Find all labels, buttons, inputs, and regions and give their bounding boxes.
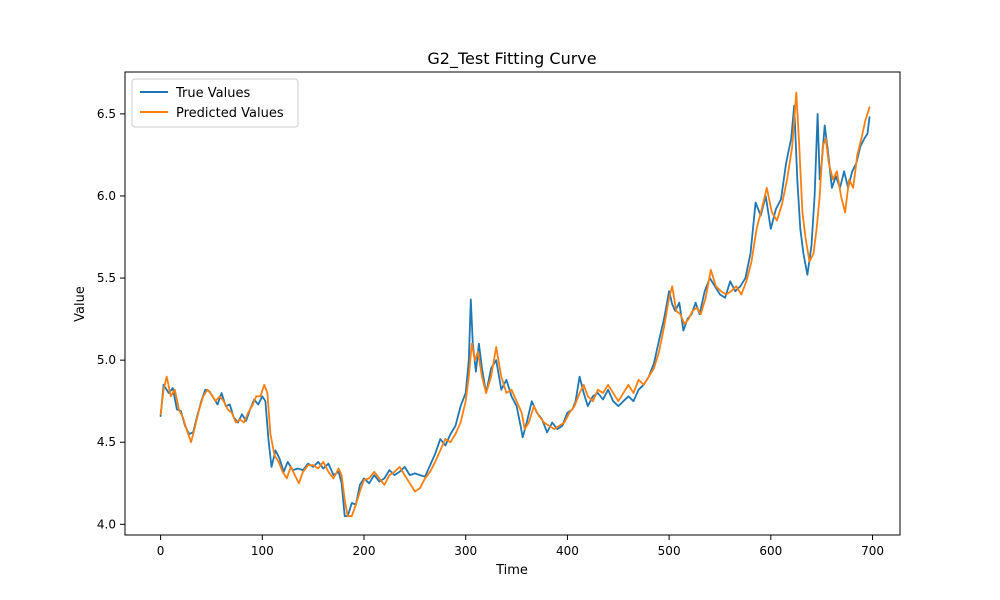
y-tick-label: 5.5 xyxy=(97,271,116,285)
legend: True Values Predicted Values xyxy=(131,78,299,128)
legend-label-predicted-values: Predicted Values xyxy=(176,106,284,121)
x-axis-title: Time xyxy=(495,563,528,578)
y-tick-label: 5.0 xyxy=(97,353,116,367)
y-axis-title: Value xyxy=(73,286,88,322)
legend-label-true-values: True Values xyxy=(175,86,250,101)
y-tick-label: 6.5 xyxy=(97,107,116,121)
chart-title: G2_Test Fitting Curve xyxy=(427,49,596,69)
x-axis: 0 100 200 300 400 500 600 700 xyxy=(157,535,884,558)
series-line-true-values xyxy=(159,104,871,517)
y-tick-label: 6.0 xyxy=(97,189,116,203)
plot-area xyxy=(124,71,901,536)
y-tick-label: 4.0 xyxy=(97,517,116,531)
x-tick-label: 400 xyxy=(556,544,579,558)
x-tick-label: 300 xyxy=(454,544,477,558)
x-tick-label: 200 xyxy=(353,544,376,558)
x-tick-label: 500 xyxy=(658,544,681,558)
x-tick-label: 600 xyxy=(759,544,782,558)
legend-box xyxy=(131,78,299,128)
x-tick-label: 100 xyxy=(251,544,274,558)
y-axis: 4.0 4.5 5.0 5.5 6.0 6.5 xyxy=(97,107,125,531)
y-tick-label: 4.5 xyxy=(97,435,116,449)
x-tick-label: 700 xyxy=(861,544,884,558)
plot-frame xyxy=(124,71,901,536)
x-tick-label: 0 xyxy=(157,544,165,558)
series-line-predicted-values xyxy=(159,91,871,517)
